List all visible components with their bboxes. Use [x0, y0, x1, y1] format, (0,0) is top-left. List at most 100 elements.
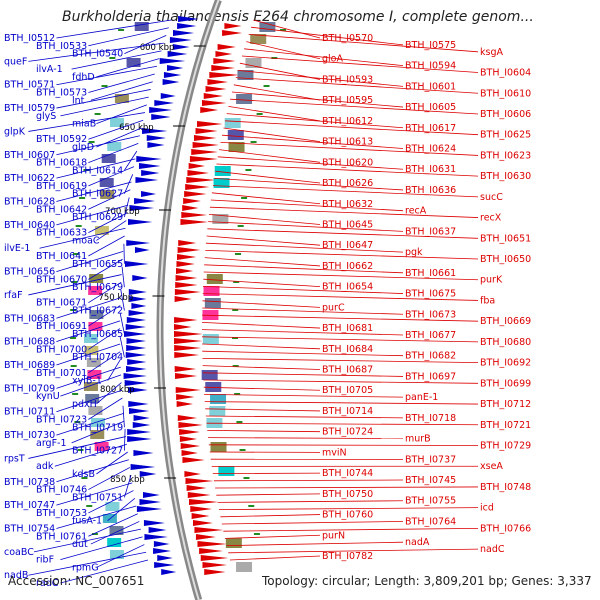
- left-gene-label: BTH_I0691: [36, 321, 87, 332]
- right-leader-line: [215, 486, 479, 489]
- left-gene-label: moaC: [72, 235, 100, 246]
- right-leader-line: [201, 329, 404, 336]
- left-leader-line: [120, 289, 125, 311]
- feature-block: [107, 538, 122, 547]
- left-leader-line: [60, 374, 122, 397]
- gene-arrow-plus: [128, 219, 153, 225]
- right-leader-line: [216, 163, 479, 177]
- left-gene-label: BTH_I0711: [4, 407, 55, 418]
- right-gene-label: BTH_I0645: [322, 219, 373, 230]
- left-leader-line: [60, 536, 143, 561]
- left-gene-label: BTH_I0671: [36, 298, 87, 309]
- left-gene-label: ilvE-1: [4, 243, 30, 254]
- right-leader-line: [202, 286, 404, 294]
- right-gene-label: nadC: [480, 544, 505, 555]
- feature-block: [85, 394, 100, 403]
- right-gene-label: BTH_I0680: [480, 337, 531, 348]
- left-gene-label: BTH_I0761: [36, 531, 87, 542]
- feature-block: [201, 370, 218, 380]
- left-gene-label: rpmG: [72, 562, 99, 573]
- left-gene-label: xylB-1: [72, 376, 102, 387]
- left-gene-label: BTH_I0627: [72, 189, 123, 200]
- feature-block: [203, 286, 220, 296]
- gene-arrow-plus: [128, 310, 147, 316]
- gene-arrow-plus: [135, 177, 159, 183]
- left-gene-label: glpK: [4, 126, 26, 137]
- gene-arrow-plus: [148, 527, 167, 533]
- gene-arrow-plus: [146, 135, 167, 141]
- left-leader-line: [88, 166, 135, 187]
- feature-block: [204, 298, 221, 308]
- left-leader-line: [71, 50, 162, 70]
- left-gene-label: BTH_I0754: [4, 524, 55, 535]
- feature-block: [109, 526, 124, 535]
- feature-block: [259, 22, 276, 32]
- right-gene-label: purK: [480, 275, 503, 286]
- feature-block: [210, 394, 227, 404]
- right-gene-label: BTH_I0647: [322, 240, 373, 251]
- left-leader-line: [33, 528, 141, 553]
- left-gene-label: ribF: [36, 555, 54, 566]
- right-gene-label: BTH_I0630: [480, 171, 531, 182]
- gene-arrow-minus: [201, 100, 227, 106]
- left-leader-line: [28, 274, 122, 296]
- left-gene-label: nadB: [4, 570, 28, 581]
- right-gene-label: BTH_I0687: [322, 365, 373, 376]
- left-leader-line: [90, 81, 153, 101]
- gene-arrow-plus: [169, 37, 192, 43]
- gene-arrow-minus: [176, 268, 194, 274]
- left-gene-label: coaBC: [4, 547, 34, 558]
- gene-arrow-plus: [131, 303, 147, 309]
- left-leader-line: [56, 297, 121, 319]
- feature-block: [83, 382, 98, 391]
- gene-arrow-plus: [127, 359, 147, 365]
- right-gene-label: BTH_I0782: [322, 551, 373, 562]
- right-gene-label: BTH_I0654: [322, 282, 373, 293]
- feature-block: [227, 130, 244, 140]
- gene-arrow-minus: [192, 142, 219, 148]
- right-leader-line: [202, 300, 321, 308]
- right-gene-label: ksgA: [480, 47, 503, 58]
- right-gene-label: BTH_I0745: [405, 475, 456, 486]
- gene-arrow-minus: [175, 275, 198, 281]
- left-leader-line: [96, 451, 129, 475]
- right-gene-label: BTH_I0604: [480, 68, 531, 79]
- left-gene-label: BTH_I0701: [36, 368, 87, 379]
- right-leader-line: [224, 534, 321, 539]
- gene-arrow-minus: [209, 72, 240, 78]
- gene-arrow-minus: [186, 485, 207, 491]
- right-gene-label: BTH_I0601: [405, 81, 456, 92]
- right-gene-label: BTH_I0721: [480, 420, 531, 431]
- right-gene-label: BTH_I0662: [322, 261, 373, 272]
- right-gene-label: murB: [405, 434, 431, 445]
- gene-arrow-plus: [144, 534, 168, 540]
- right-gene-label: BTH_I0595: [322, 95, 373, 106]
- gene-arrow-plus: [134, 198, 156, 204]
- left-gene-label: queF: [4, 56, 27, 67]
- right-gene-label: BTH_I0714: [322, 406, 373, 417]
- gene-arrow-minus: [174, 352, 200, 358]
- right-gene-label: BTH_I0575: [405, 40, 456, 51]
- gene-arrow-plus: [133, 415, 150, 421]
- gene-arrow-minus: [188, 499, 219, 505]
- left-gene-label: BTH_I0571: [4, 80, 55, 91]
- gene-arrow-minus: [213, 58, 236, 64]
- gene-arrow-plus: [143, 520, 165, 526]
- right-gene-label: BTH_I0750: [322, 489, 373, 500]
- gene-arrow-plus: [125, 352, 147, 358]
- right-gene-label: BTH_I0650: [480, 254, 531, 265]
- gene-arrow-minus: [189, 156, 218, 162]
- left-leader-line: [56, 135, 140, 156]
- feature-block: [88, 286, 103, 295]
- left-leader-line: [56, 482, 133, 506]
- left-gene-label: BTH_I0656: [4, 267, 55, 278]
- left-leader-line: [88, 73, 155, 93]
- gene-arrow-minus: [174, 373, 198, 379]
- left-gene-label: BTH_I0592: [36, 134, 87, 145]
- right-gene-label: BTH_I0620: [322, 157, 373, 168]
- gene-arrow-minus: [197, 121, 223, 127]
- right-leader-line: [202, 307, 404, 315]
- feature-block: [90, 430, 105, 439]
- left-leader-line: [56, 413, 124, 436]
- gene-arrow-plus: [142, 492, 160, 498]
